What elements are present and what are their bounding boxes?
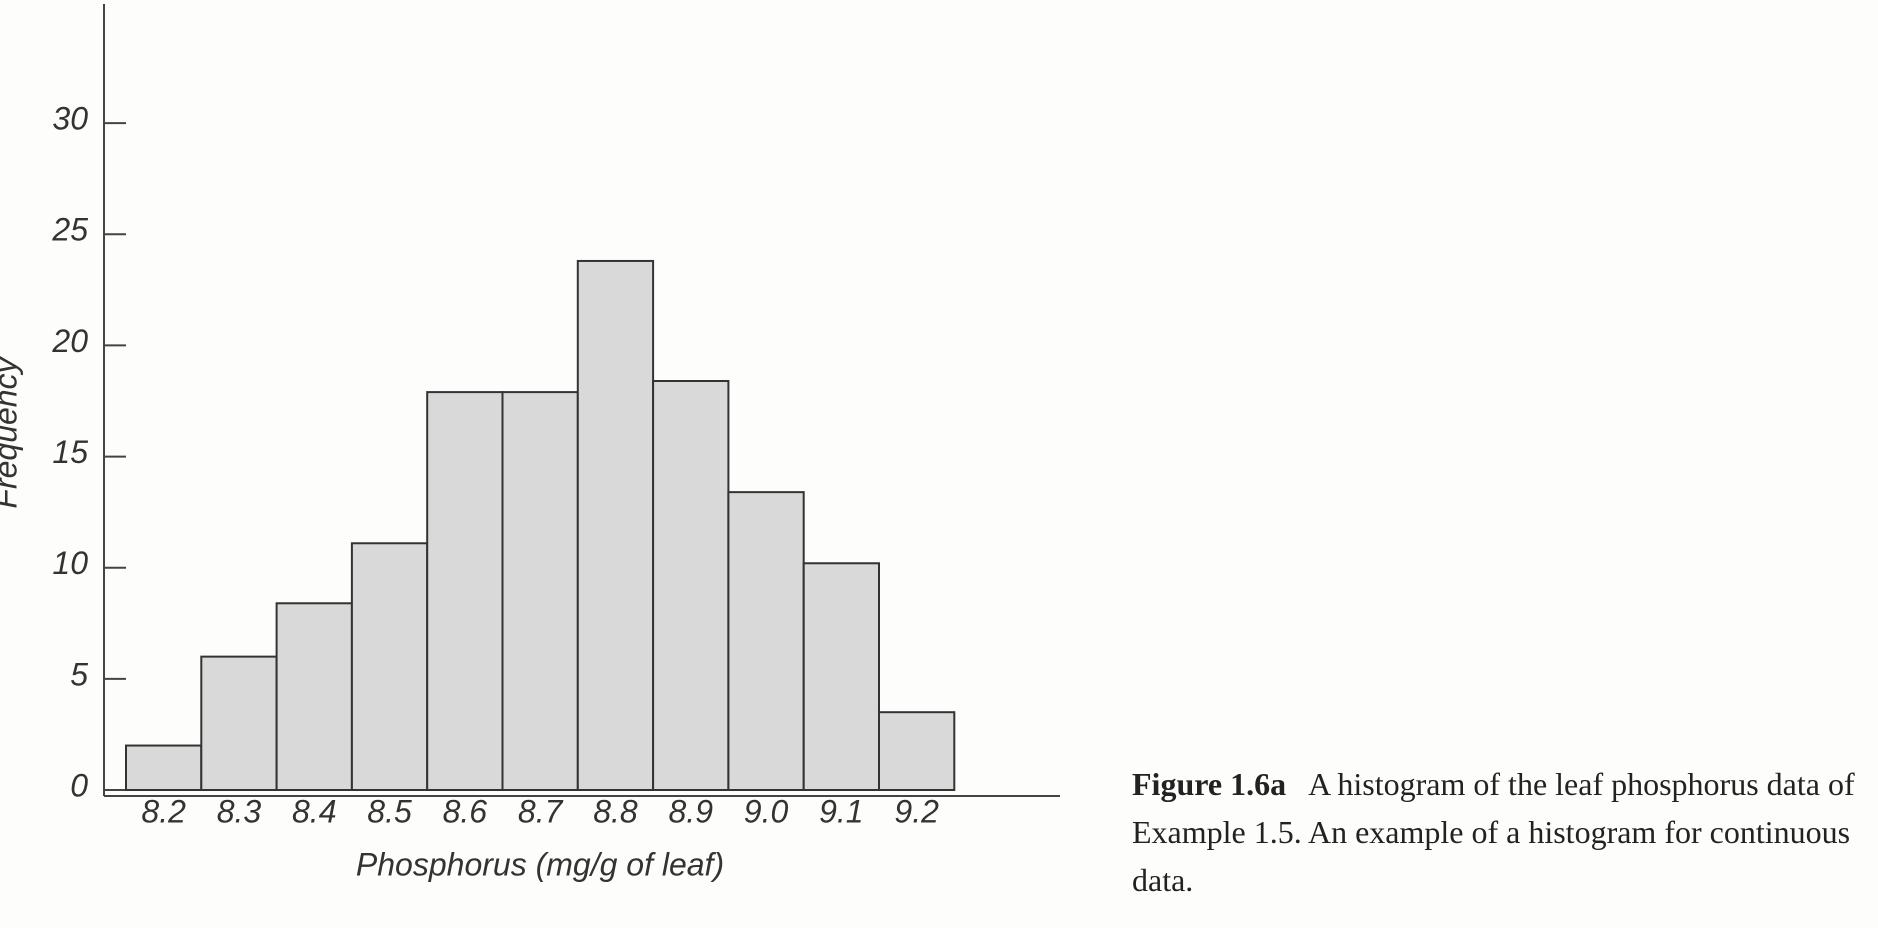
y-tick-label: 25 — [51, 212, 88, 248]
bar — [275, 602, 353, 792]
x-tick-label: 9.1 — [819, 793, 863, 829]
y-tick-label: 15 — [52, 434, 88, 470]
x-tick-label: 9.0 — [744, 793, 789, 829]
x-tick-label: 8.8 — [593, 793, 638, 829]
y-axis-label: Frequency — [0, 355, 23, 508]
bar — [802, 562, 881, 791]
x-tick-label: 8.5 — [367, 793, 412, 829]
y-tick-label: 5 — [70, 656, 88, 692]
x-tick-label: 8.4 — [292, 793, 336, 829]
bar — [727, 491, 805, 791]
x-tick-label: 9.2 — [894, 793, 939, 829]
caption: Figure 1.6a A histogram of the leaf phosp… — [1132, 760, 1872, 904]
x-tick-label: 8.6 — [443, 793, 488, 829]
bar — [426, 391, 504, 791]
caption-label: Figure 1.6a — [1132, 766, 1287, 802]
bar — [878, 711, 956, 792]
bar — [501, 391, 579, 791]
y-tick-label: 20 — [51, 323, 88, 359]
x-axis-label: Phosphorus (mg/g of leaf) — [356, 846, 724, 882]
bar — [350, 542, 429, 792]
x-tick-label: 8.3 — [217, 793, 262, 829]
bar — [576, 259, 655, 791]
x-tick-label: 8.2 — [141, 793, 186, 829]
y-tick-label: 10 — [52, 545, 88, 581]
bar — [652, 379, 730, 791]
y-tick-label: 30 — [52, 101, 88, 137]
bar — [200, 655, 278, 792]
x-tick-label: 8.9 — [669, 793, 714, 829]
y-tick-label: 0 — [70, 767, 88, 803]
caption-text: A histogram of the leaf phosphorus data … — [1132, 766, 1855, 898]
x-tick-label: 8.7 — [518, 793, 564, 829]
bar — [125, 744, 203, 791]
